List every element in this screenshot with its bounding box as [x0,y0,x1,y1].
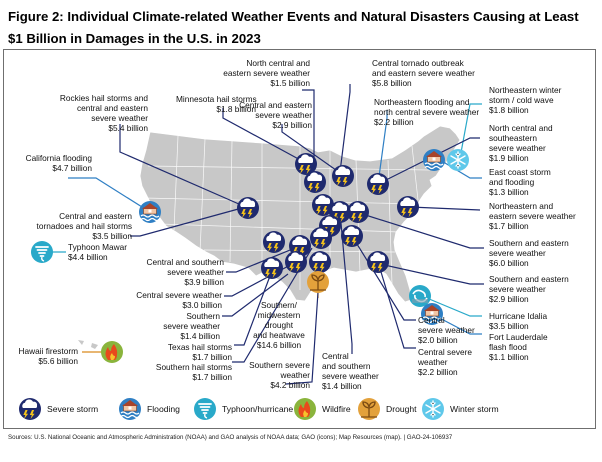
legend-flood-icon [118,397,142,421]
legend-wildfire-icon [294,398,316,420]
label-drought: Southern/midwestern drought and heatwave $1… [253,300,305,350]
label-ca-flooding: California flooding $4.7 billion [25,153,92,173]
label-central-20: Central severe weather $2.0 billion [418,315,475,345]
figure-title: Figure 2: Individual Climate-related Wea… [8,9,579,46]
label-nc-eastern: North central and eastern severe weather $… [223,58,310,88]
label-southern-42: Southern severe weather $4.2 billion [249,360,310,390]
legend-storm-label: Severe storm [47,404,99,414]
source-note: Sources: U.S. National Oceanic and Atmos… [8,434,453,441]
label-southern-hail: Southern hail storms $1.7 billion [155,362,232,382]
label-rockies: Rockies hail storms and central and easte… [59,93,148,133]
storm-icon-rockies[interactable] [237,197,259,219]
storm-icon-central-eastern-tornadoes[interactable] [310,227,332,249]
storm-icon-southern-42[interactable] [309,251,331,273]
label-ne-winter: Northeastern winter storm / cold wave $1.8… [489,85,562,115]
label-central-30: Central severe weather $3.0 billion [136,290,222,310]
legend-wildfire-label: Wildfire [322,404,351,414]
label-east-coast: East coast storm and flooding $1.3 billion [489,167,551,197]
legend-flood-label: Flooding [147,404,180,414]
wildfire-icon-hawaii[interactable] [101,341,123,363]
legend-typhoon-label: Typhoon/hurricane [222,404,294,414]
label-idalia: Hurricane Idalia $3.5 billion [489,311,548,331]
label-central-22: Central severe weather $2.2 billion [418,347,472,377]
storm-icon-central-20[interactable] [341,225,363,247]
storm-icon-nc-southeastern[interactable] [367,173,389,195]
storm-icon-ne-eastern[interactable] [397,196,419,218]
label-tornado-outbreak: Central tornado outbreak and eastern seve… [372,58,475,88]
winter-icon-northeastern[interactable] [446,148,470,172]
drought-icon-southern-midwestern[interactable] [306,270,330,294]
storm-icon-southern-eastern[interactable] [347,201,369,223]
legend-winter-label: Winter storm [450,404,499,414]
label-southern-eastern-60: Southern and eastern severe weather $6.0 b… [489,238,569,268]
storm-icon-central-30[interactable] [263,231,285,253]
storm-icon-central-22[interactable] [367,251,389,273]
label-nc-southeastern: North central and southeastern severe weat… [489,123,553,163]
storm-icon-southern-hail[interactable] [261,257,283,279]
legend-drought-icon [357,397,381,421]
legend-typhoon-icon [193,397,217,421]
label-central-eastern-tornadoes: Central and eastern tornadoes and hail st… [36,211,132,241]
label-minnesota: Minnesota hail storms $1.8 billion [176,94,257,114]
label-southern-14: Southern severe weather $1.4 billion [163,311,220,341]
label-ne-eastern: Northeastern and eastern severe weather $1… [489,201,576,231]
typhoon-icon-mawar[interactable] [30,240,54,264]
map-frame [3,49,596,429]
leader-lines [42,84,484,385]
legend-winter-icon [421,397,445,421]
flood-icon-east-coast[interactable] [422,148,446,172]
label-ne-flooding: Northeastern flooding and north central s… [374,97,480,127]
label-central-southern-14: Central and southern severe weather $1.4 bi… [322,351,379,391]
label-mawar: Typhoon Mawar $4.4 billion [68,242,128,262]
storm-icon-central-eastern[interactable] [332,165,354,187]
legend-drought-label: Drought [386,404,417,414]
hurricane-icon-idalia[interactable] [408,284,432,308]
label-central-southern-39: Central and southern severe weather $3.9 b… [146,257,225,287]
label-southern-eastern-29: Southern and eastern severe weather $2.9 b… [489,274,569,304]
storm-icon-texas-hail[interactable] [285,251,307,273]
label-texas-hail: Texas hail storms $1.7 billion [167,342,232,362]
legend-storm-icon [19,398,41,420]
label-hawaii: Hawaii firestorm $5.6 billion [18,346,78,366]
storm-icon-minnesota[interactable] [304,171,326,193]
label-fort-lauderdale: Fort Lauderdale flash flood $1.1 billion [489,332,548,362]
label-central-eastern-29: Central and eastern severe weather $2.9 bi… [239,100,312,130]
flood-icon-california[interactable] [138,200,162,224]
